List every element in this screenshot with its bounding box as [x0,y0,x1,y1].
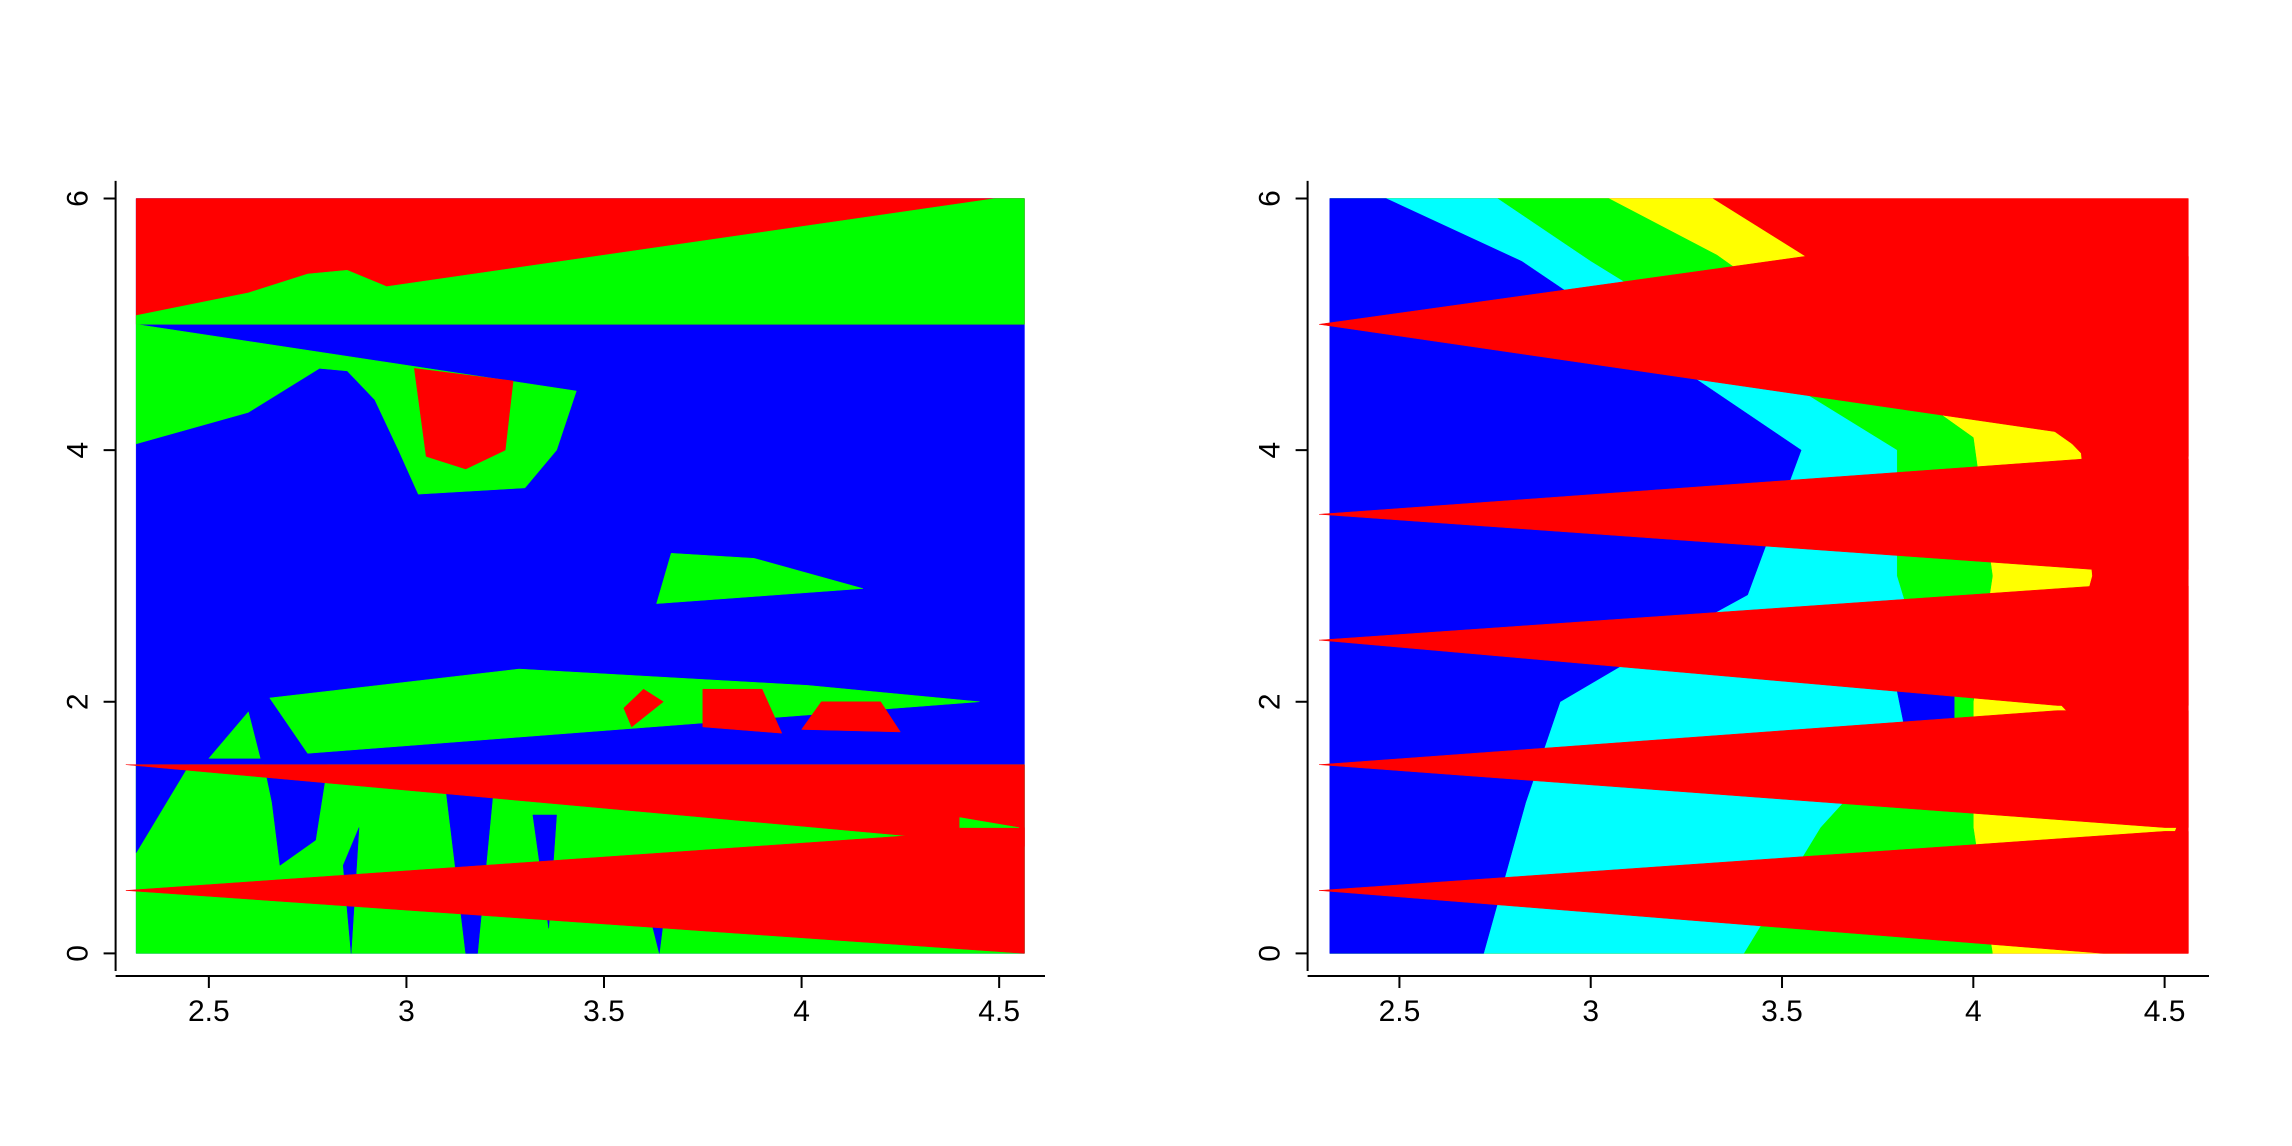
contour-region [1319,831,2189,954]
contour-region [623,688,664,728]
x-tick-label: 2.5 [188,995,230,1028]
contour-region [269,668,980,754]
x-tick-label: 4.5 [978,995,1020,1028]
y-tick-label: 4 [1254,442,1287,459]
y-tick-label: 2 [1254,693,1287,710]
y-tick-label: 6 [1254,190,1287,207]
contour-region [414,368,514,470]
contour-region [959,817,1019,828]
x-tick-label: 3.5 [583,995,625,1028]
x-tick-label: 4 [1965,995,1982,1028]
contour-region [1319,256,2189,457]
contour-region [656,553,863,604]
y-tick-label: 4 [62,442,95,459]
x-tick-label: 3.5 [1761,995,1803,1028]
contour-region [125,827,1025,954]
y-tick-label: 2 [62,693,95,710]
contour-region [1319,710,2189,828]
contour-region [135,198,1025,325]
contour-region [125,764,1025,847]
x-tick-label: 2.5 [1379,995,1421,1028]
contour-region [208,711,261,759]
y-tick-label: 6 [62,190,95,207]
x-tick-label: 4 [793,995,810,1028]
x-tick-label: 3 [398,995,415,1028]
contour-region [1319,585,2189,706]
y-tick-label: 0 [62,945,95,962]
contour-region [801,701,901,733]
y-tick-label: 0 [1254,945,1287,962]
contour-region [702,688,783,734]
x-tick-label: 4.5 [2144,995,2186,1028]
contour-region [1319,458,2189,570]
x-tick-label: 3 [1582,995,1599,1028]
